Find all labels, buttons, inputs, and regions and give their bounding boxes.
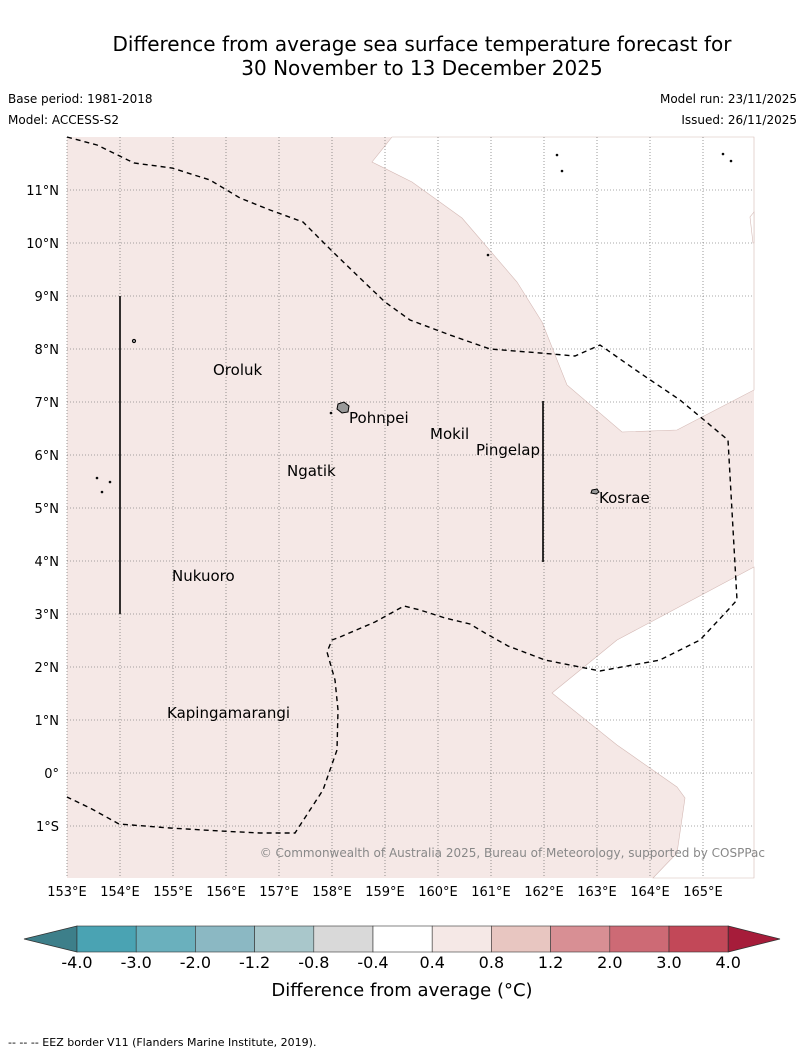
- colorbar-segment: [254, 925, 315, 953]
- colorbar-tick-labels: -4.0 -3.0 -2.0 -1.2 -0.8 -0.4 0.4 0.8 1.2 2.0 3.0 4…: [61, 953, 741, 972]
- island-pohnpei: [336, 401, 350, 414]
- latitude-label: 1°S: [36, 820, 59, 835]
- colorbar-segment: [135, 925, 196, 953]
- colorbar-tick-label: 2.0: [597, 953, 622, 972]
- colorbar-tick-label: -1.2: [239, 953, 270, 972]
- colorbar-tick-label: -2.0: [180, 953, 211, 972]
- eez-legend-footnote: -- -- -- EEZ border V11 (Flanders Marine…: [8, 1036, 317, 1049]
- eez-border-north: [66, 136, 738, 834]
- colorbar: [23, 925, 781, 953]
- longitude-label: 156°E: [206, 885, 246, 900]
- latitude-label: 0°: [44, 767, 59, 782]
- longitude-label: 153°E: [47, 885, 87, 900]
- colorbar-tick-label: 0.8: [479, 953, 504, 972]
- latitude-label: 4°N: [35, 555, 60, 570]
- latitude-label: 10°N: [26, 237, 59, 252]
- islands: [95, 152, 733, 495]
- latitude-label: 11°N: [26, 184, 59, 199]
- island-small-8: [560, 169, 564, 173]
- longitude-label: 154°E: [100, 885, 140, 900]
- latitude-label: 1°N: [35, 714, 60, 729]
- place-label: Pohnpei: [349, 409, 409, 427]
- place-label: Kapingamarangi: [167, 704, 290, 722]
- longitude-label: 159°E: [365, 885, 405, 900]
- colorbar-segment: [313, 925, 374, 953]
- latitude-label: 5°N: [35, 502, 60, 517]
- model-run: Model run: 23/11/2025: [659, 92, 797, 106]
- issued-date: Issued: 26/11/2025: [681, 113, 797, 127]
- graticule: [66, 137, 754, 878]
- latitude-label: 7°N: [35, 396, 60, 411]
- island-small-3: [95, 476, 99, 480]
- colorbar-tick-label: 0.4: [419, 953, 444, 972]
- longitude-labels: 153°E 154°E 155°E 156°E 157°E 158°E 159°E 160°E…: [47, 885, 723, 900]
- longitude-label: 161°E: [471, 885, 511, 900]
- colorbar-extend-high: [727, 925, 781, 953]
- colorbar-tick-label: 4.0: [715, 953, 740, 972]
- longitude-label: 155°E: [153, 885, 193, 900]
- place-label: Kosrae: [599, 489, 650, 507]
- colorbar-segment: [431, 925, 492, 953]
- colorbar-tick-label: -3.0: [121, 953, 152, 972]
- colorbar-segment: [609, 925, 670, 953]
- longitude-label: 164°E: [630, 885, 670, 900]
- latitude-label: 9°N: [35, 290, 60, 305]
- place-labels: Oroluk Pohnpei Mokil Pingelap Ngatik Kos…: [167, 361, 650, 722]
- latitude-labels: 11°N 10°N 9°N 8°N 7°N 6°N 5°N 4°N 3°N 2°N 1°N 0° 1°S: [26, 184, 59, 835]
- island-small-7: [555, 153, 559, 157]
- island-small-5: [100, 490, 104, 494]
- island-small-9: [721, 152, 725, 156]
- longitude-label: 165°E: [683, 885, 723, 900]
- longitude-label: 157°E: [259, 885, 299, 900]
- island-kosrae: [590, 488, 600, 495]
- eez-borders: [66, 136, 738, 834]
- colorbar-segment: [76, 925, 137, 953]
- latitude-label: 3°N: [35, 608, 60, 623]
- neutral-patch-east: [749, 211, 755, 244]
- title-line-1: Difference from average sea surface temp…: [112, 32, 732, 56]
- island-small-6: [486, 253, 490, 257]
- island-small-4: [108, 480, 112, 484]
- island-small-2: [329, 411, 333, 415]
- colorbar-segment: [491, 925, 551, 953]
- place-label: Oroluk: [213, 361, 262, 379]
- longitude-label: 160°E: [418, 885, 458, 900]
- longitude-label: 158°E: [312, 885, 352, 900]
- place-label: Mokil: [430, 425, 469, 443]
- model-name: Model: ACCESS-S2: [8, 113, 120, 127]
- place-label: Nukuoro: [172, 567, 235, 585]
- sst-anomaly-map: Oroluk Pohnpei Mokil Pingelap Ngatik Kos…: [23, 136, 781, 972]
- colorbar-tick-label: -0.4: [357, 953, 388, 972]
- title-line-2: 30 November to 13 December 2025: [241, 56, 603, 80]
- colorbar-tick-label: -0.8: [298, 953, 329, 972]
- chart-title: Difference from average sea surface temp…: [0, 32, 804, 80]
- neutral-region-north: [371, 136, 755, 433]
- colorbar-extend-low: [23, 925, 78, 953]
- place-label: Ngatik: [287, 462, 336, 480]
- base-period: Base period: 1981-2018: [8, 92, 153, 106]
- neutral-region-south: [551, 566, 755, 879]
- longitude-label: 163°E: [577, 885, 617, 900]
- colorbar-tick-label: 3.0: [656, 953, 681, 972]
- colorbar-segment: [195, 925, 255, 953]
- colorbar-segment: [372, 925, 433, 953]
- colorbar-tick-label: 1.2: [538, 953, 563, 972]
- colorbar-tick-label: -4.0: [61, 953, 92, 972]
- colorbar-segment: [668, 925, 729, 953]
- colorbar-segment: [550, 925, 611, 953]
- latitude-label: 8°N: [35, 343, 60, 358]
- latitude-label: 2°N: [35, 661, 60, 676]
- map-area: Oroluk Pohnpei Mokil Pingelap Ngatik Kos…: [66, 136, 765, 879]
- copyright-notice: © Commonwealth of Australia 2025, Bureau…: [260, 846, 765, 860]
- island-small-10: [729, 159, 733, 163]
- latitude-label: 6°N: [35, 449, 60, 464]
- island-small-1: [131, 338, 137, 344]
- longitude-label: 162°E: [524, 885, 564, 900]
- colorbar-title: Difference from average (°C): [271, 980, 533, 1001]
- place-label: Pingelap: [476, 441, 540, 459]
